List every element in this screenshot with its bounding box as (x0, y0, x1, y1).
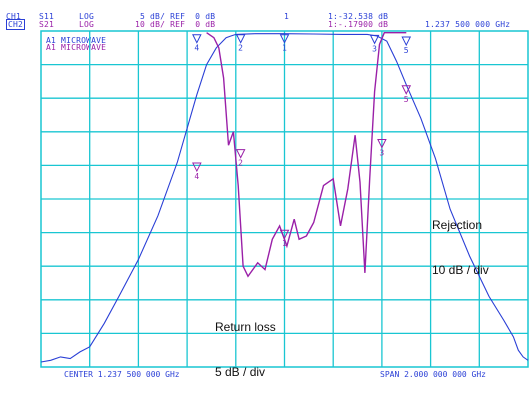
rejection-title: Rejection (432, 218, 483, 232)
ch2-parameter: S21 (39, 20, 55, 29)
marker-triangle-icon (192, 162, 202, 173)
trace-label-2: A1 MICROWAVE (46, 43, 107, 52)
ch2-scale-ref: 10 dB/ REF 0 dB (135, 20, 216, 29)
marker-s21-2: 2 (235, 34, 246, 53)
ch2-format: LOG (79, 20, 95, 29)
ch2-channel-label[interactable]: CH2 (6, 19, 26, 30)
marker-label: 5 (404, 46, 409, 55)
marker-triangle-icon (401, 85, 412, 95)
marker-layer: 1 2 3 4 5 1 2 3 4 5 (192, 34, 412, 248)
marker-triangle-icon (279, 229, 290, 240)
marker-triangle-icon (401, 36, 412, 47)
ch2-active-box: CH2 (6, 19, 26, 30)
marker-label: 4 (194, 44, 199, 53)
marker-label: 5 (404, 95, 409, 104)
marker-label: 1 (282, 239, 287, 248)
marker-s11-3: 3 (377, 139, 387, 158)
marker-triangle-icon (377, 139, 387, 149)
marker-frequency: 1.237 500 000 GHz (425, 20, 511, 29)
marker-triangle-icon (369, 34, 380, 45)
ch1-format: LOG (79, 12, 95, 21)
marker-s21-4: 4 (192, 34, 202, 53)
network-analyzer-screen: CH1 S11 LOG 5 dB/ REF 0 dB 1 1:-32.538 d… (6, 12, 529, 379)
marker-s11-4: 4 (192, 162, 202, 181)
ch1-parameter: S11 (39, 12, 55, 21)
s11-return-loss-trace (206, 32, 407, 278)
marker-triangle-icon (235, 34, 246, 44)
rejection-annotation: Rejection 10 dB / div (432, 188, 489, 308)
marker-s21-1: 1 (279, 34, 290, 53)
marker-label: 1 (282, 44, 287, 53)
marker-s11-5: 5 (401, 85, 412, 104)
s21-rejection-trace (40, 33, 529, 363)
marker-label: 3 (379, 149, 384, 158)
plot-frame (40, 30, 529, 368)
active-marker-number: 1 (284, 12, 290, 21)
rejection-scale: 10 dB / div (432, 263, 489, 277)
ch1-channel-label[interactable]: CH1 (6, 12, 22, 21)
marker-triangle-icon (192, 34, 202, 44)
return-loss-title: Return loss (215, 320, 276, 334)
span-frequency: SPAN 2.000 000 000 GHz (380, 370, 486, 379)
center-frequency: CENTER 1.237 500 000 GHz (64, 370, 180, 379)
marker-s11-2: 2 (235, 149, 246, 168)
marker-triangle-icon (279, 34, 290, 44)
marker-s21-3: 3 (369, 34, 380, 53)
marker-label: 2 (238, 44, 243, 53)
return-loss-scale: 5 dB / div (215, 365, 266, 379)
marker-label: 2 (238, 159, 243, 168)
marker-label: 4 (194, 172, 199, 181)
return-loss-annotation: Return loss 5 dB / div (215, 290, 276, 410)
trace-label-1: A1 MICROWAVE (46, 36, 107, 45)
marker-triangle-icon (235, 149, 246, 159)
marker-label: 3 (372, 44, 377, 53)
chart-grid (41, 31, 528, 367)
marker-s21-5: 5 (401, 36, 412, 55)
marker-s11-1: 1 (279, 229, 290, 248)
ch1-scale-ref: 5 dB/ REF 0 dB (140, 12, 216, 21)
marker-readout-ch1: 1:-32.538 dB (328, 12, 389, 21)
s-parameter-chart: 1 2 3 4 5 1 2 3 4 5 (40, 30, 529, 368)
marker-readout-ch2: 1:-.17900 dB (328, 20, 389, 29)
